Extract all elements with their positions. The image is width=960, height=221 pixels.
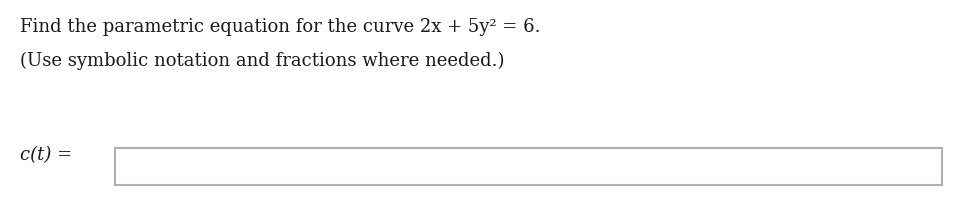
Text: (Use symbolic notation and fractions where needed.): (Use symbolic notation and fractions whe…	[20, 52, 505, 70]
Text: c(t) =: c(t) =	[20, 146, 72, 164]
Text: Find the parametric equation for the curve 2x + 5y² = 6.: Find the parametric equation for the cur…	[20, 18, 540, 36]
FancyBboxPatch shape	[115, 148, 942, 185]
